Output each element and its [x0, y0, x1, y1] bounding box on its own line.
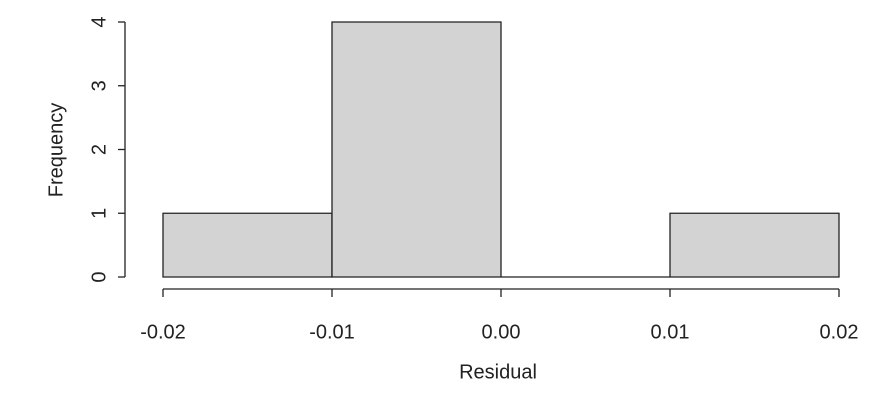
y-tick-label: 0: [88, 271, 110, 282]
x-tick-label: -0.01: [309, 321, 355, 343]
bar: [331, 21, 502, 278]
x-tick-label: 0.00: [482, 321, 521, 343]
bar: [162, 212, 333, 278]
x-axis-label: Residual: [459, 361, 537, 383]
bar: [669, 212, 840, 278]
y-tick-label: 4: [88, 16, 110, 27]
y-tick-label: 3: [88, 80, 110, 91]
x-tick-label: 0.01: [651, 321, 690, 343]
y-tick-label: 2: [88, 144, 110, 155]
x-tick-label: 0.02: [820, 321, 859, 343]
x-tick-label: -0.02: [140, 321, 186, 343]
y-tick-label: 1: [88, 208, 110, 219]
y-axis-label: Frequency: [45, 103, 67, 198]
